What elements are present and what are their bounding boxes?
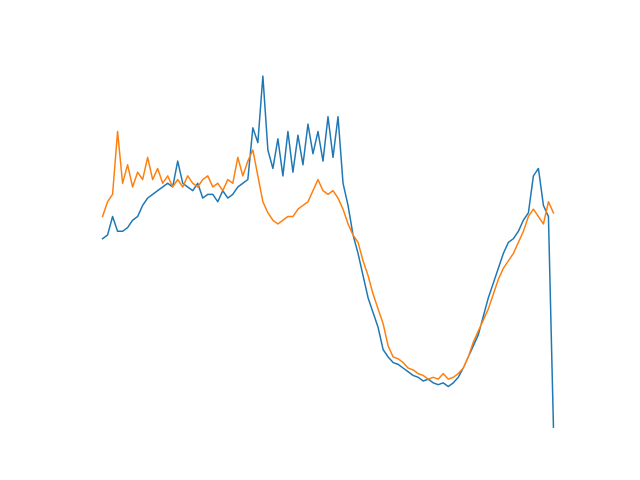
- series-line: [101, 75, 555, 428]
- series-line: [101, 130, 555, 380]
